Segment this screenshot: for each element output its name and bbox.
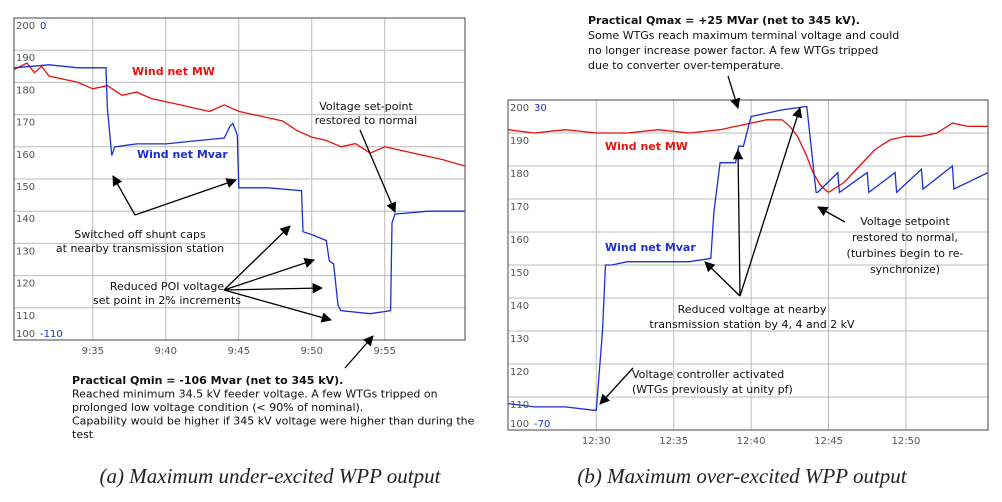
x-tick-label: 12:35 [659,436,688,447]
series-label: Wind net MW [605,140,688,153]
annotation-arrow [112,175,136,216]
y-tick-label: 130 [510,334,529,345]
y-tick-label: 120 [16,279,35,290]
y-tick-label: 200 [16,21,35,32]
annotation-text: (turbines begin to re- [847,247,964,260]
x-tick-label: 12:30 [582,436,611,447]
annotation-text: Voltage set-point [319,100,413,113]
plot-frame [13,17,466,341]
annotation-text: at nearby transmission station [56,242,224,255]
x-tick-label: 12:40 [737,436,766,447]
annotation-arrow [817,206,846,223]
series-label: Wind net Mvar [605,241,696,254]
x-tick-label: 9:40 [155,346,177,357]
y-tick-label: 100 [510,419,529,430]
annotation-arrow [344,335,374,369]
y-tick-label: 140 [510,301,529,312]
y-tick-label: 160 [510,235,529,246]
annotation-arrow [223,258,315,291]
annotation-text: due to converter over-temperature. [588,59,784,72]
annotation-arrow [739,107,803,297]
series-line [13,64,465,315]
y-tick-label: 200 [510,103,529,114]
annotation-text: Reduced POI voltage [110,280,225,293]
annotation-arrow [359,129,397,213]
y-tick-label: 170 [510,202,529,213]
series-label: Wind net Mvar [137,148,228,161]
x-tick-label: 12:50 [892,436,921,447]
annotation-text: Voltage setpoint [860,215,950,228]
annotation-text: restored to normal [315,114,417,127]
series-line [13,62,466,167]
y-tick-label: 180 [510,169,529,180]
annotation-text: prolonged low voltage condition (< 90% o… [72,401,363,414]
annotation-text: set point in 2% increments [93,294,241,307]
y2-tick-label: -110 [40,329,63,340]
annotation-text: (WTGs previously at unity pf) [632,383,793,396]
annotation-text: restored to normal, [852,231,958,244]
y-tick-label: 100 [16,329,35,340]
annotation-text: Reached minimum 34.5 kV feeder voltage. … [72,388,438,401]
y-tick-label: 190 [510,136,529,147]
x-tick-label: 12:45 [814,436,843,447]
y-tick-label: 130 [16,246,35,257]
x-tick-label: 9:55 [373,346,395,357]
annotation-arrow [732,148,744,297]
y-tick-label: 160 [16,150,35,161]
annotation-arrow [599,367,634,405]
caption: (b) Maximum over-excited WPP output [577,464,907,488]
series-label: Wind net MW [132,65,215,78]
y2-tick-label: 30 [534,103,547,114]
y-tick-label: 170 [16,118,35,129]
annotation-text: Voltage controller activated [632,368,784,381]
annotation-arrow [704,261,741,297]
y-tick-label: 110 [16,311,35,322]
y-tick-label: 120 [510,367,529,378]
caption: (a) Maximum under-excited WPP output [100,464,442,488]
annotation-text: Capability would be higher if 345 kV vol… [72,415,475,428]
annotation-arrow [727,75,741,109]
annotation-text: Practical Qmin = -106 Mvar (net to 345 k… [72,374,343,387]
y-tick-label: 180 [16,85,35,96]
y-tick-label: 150 [16,182,35,193]
annotation-arrow [223,282,324,294]
annotation-text: Practical Qmax = +25 MVar (net to 345 kV… [588,14,860,27]
annotation-text: Switched off shunt caps [74,228,206,241]
annotation-text: synchronize) [870,263,940,276]
y2-tick-label: 0 [40,21,46,32]
y-tick-label: 140 [16,214,35,225]
annotation-arrow [223,289,333,323]
x-tick-label: 9:45 [228,346,250,357]
annotation-arrow [134,178,237,216]
annotation-text: test [72,428,94,441]
y-tick-label: 190 [16,53,35,64]
y2-tick-label: -70 [534,419,550,430]
annotation-text: Reduced voltage at nearby [678,303,827,316]
series-line [507,105,989,411]
x-tick-label: 9:50 [301,346,323,357]
annotation-text: no longer increase power factor. A few W… [588,44,878,57]
plot-frame [507,99,989,431]
y-tick-label: 150 [510,268,529,279]
series-line [507,119,988,194]
annotation-text: Some WTGs reach maximum terminal voltage… [588,29,899,42]
annotation-arrow [223,225,291,291]
x-tick-label: 9:35 [82,346,104,357]
annotation-text: transmission station by 4, 4 and 2 kV [649,318,855,331]
